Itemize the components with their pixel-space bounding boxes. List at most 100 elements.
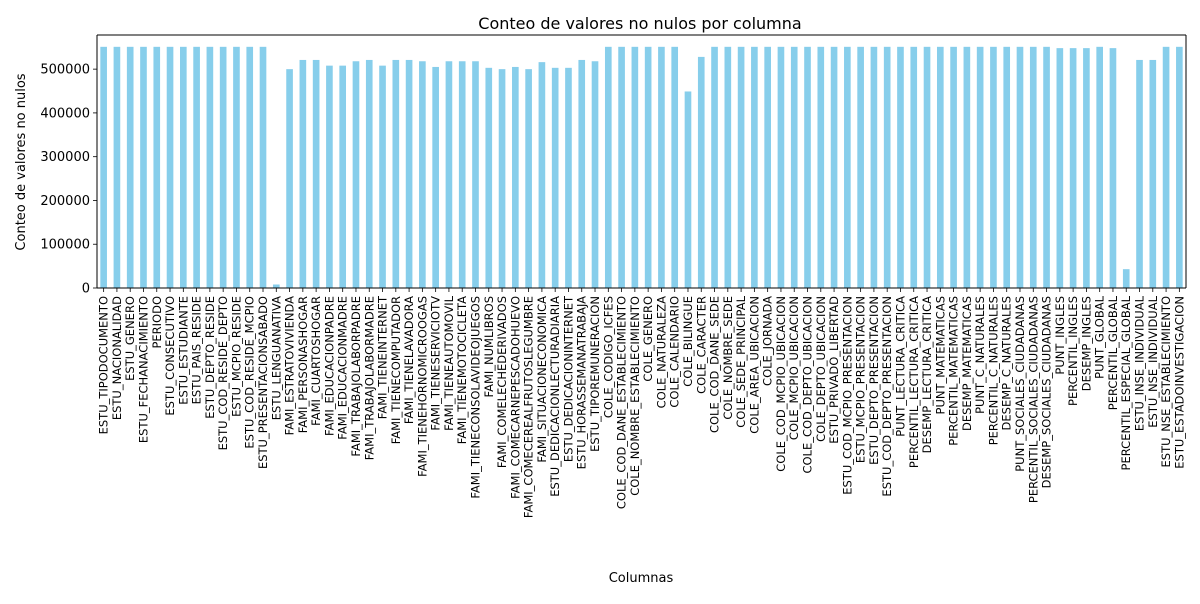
- bar: [272, 284, 280, 288]
- x-tick-label: FAMI_NUMLIBROS: [482, 296, 496, 397]
- y-axis-label: Conteo de valores no nulos: [14, 73, 29, 250]
- bar: [724, 46, 732, 288]
- x-tick-label: DESEMP_LECTURA_CRITICA: [920, 296, 934, 453]
- x-tick-label: COLE_CODIGO_ICFES: [601, 296, 615, 418]
- bar: [286, 69, 293, 288]
- x-tick-label: COLE_GENERO: [641, 296, 655, 382]
- x-tick-label: ESTU_MCPIO_PRESENTACION: [854, 296, 868, 463]
- x-axis-label: Columnas: [609, 571, 674, 586]
- x-tick-label: ESTU_TIPODOCUMENTO: [97, 296, 111, 434]
- bar: [658, 46, 665, 288]
- bar: [844, 46, 851, 288]
- x-tick-label: FAMI_PERSONASHOGAR: [296, 296, 310, 433]
- x-tick-label: FAMI_TIENELAVADORA: [402, 296, 416, 424]
- bar: [1069, 48, 1077, 288]
- bar: [1029, 46, 1037, 288]
- x-tick-label: ESTU_PAIS_RESIDE: [190, 296, 204, 404]
- x-tick-label: ESTU_DEPTO_RESIDE: [203, 296, 217, 419]
- x-tick-label: ESTU_TIPOREMUNERACION: [588, 296, 602, 452]
- bar: [299, 59, 307, 289]
- bar: [910, 46, 918, 288]
- x-tick-label: COLE_JORNADA: [761, 296, 775, 386]
- chart-title: Conteo de valores no nulos por columna: [478, 14, 801, 33]
- bar: [326, 65, 333, 288]
- bar: [405, 59, 413, 289]
- bar: [206, 46, 214, 288]
- x-axis-ticks: ESTU_TIPODOCUMENTO ESTU_NACIONALIDAD ESTU_…: [97, 288, 1186, 518]
- bar: [246, 46, 254, 288]
- bar: [644, 46, 652, 288]
- bar: [538, 62, 546, 288]
- x-tick-label: PERCENTIL_LECTURA_CRITICA: [907, 296, 921, 468]
- bar: [512, 66, 519, 288]
- x-tick-label: ESTU_COD_MCPIO_PRESENTACION: [840, 296, 854, 495]
- x-tick-label: FAMI_COMECARNEPESCADOHUEVO: [508, 296, 522, 499]
- bar: [166, 46, 174, 288]
- x-tick-label: ESTU_DEDICACIONINTERNET: [561, 295, 575, 462]
- bar: [976, 46, 984, 288]
- x-tick-label: FAMI_TRABAJOLABORMADRE: [362, 296, 376, 460]
- x-tick-label: FAMI_TIENEAUTOMOVIL: [442, 295, 456, 430]
- bar: [591, 61, 599, 289]
- x-tick-label: FAMI_EDUCACIONMADRE: [336, 296, 350, 440]
- x-tick-label: FAMI_TIENEHORNOMICROOGAS: [415, 296, 429, 477]
- x-tick-label: FAMI_TIENESERVICIOTV: [429, 296, 443, 431]
- bar: [445, 61, 453, 289]
- x-tick-label: ESTU_LENGUANATIVA: [269, 296, 283, 420]
- x-tick-label: PERCENTIL_SOCIALES_CIUDADANAS: [1026, 296, 1040, 503]
- x-tick-label: FAMI_SITUACIONECONOMICA: [535, 296, 549, 463]
- x-tick-label: COLE_CALENDARIO: [668, 296, 682, 408]
- y-tick-label: 100000: [40, 238, 90, 253]
- bar: [711, 46, 718, 288]
- x-tick-label: FAMI_TIENECONSOLAVIDEOJUEGOS: [468, 296, 482, 499]
- bar: [1016, 46, 1024, 288]
- bar: [751, 46, 758, 288]
- x-tick-label: FAMI_TIENEINTERNET: [376, 295, 390, 419]
- bar: [804, 46, 811, 288]
- x-tick-label: ESTU_HORASSEMANATRABAJA: [575, 296, 589, 469]
- bar: [472, 61, 479, 289]
- bar: [578, 59, 586, 289]
- x-tick-label: COLE_NATURALEZA: [654, 296, 668, 408]
- bar: [525, 69, 532, 288]
- bar: [764, 46, 771, 288]
- x-tick-label: PERCENTIL_ESPECIAL_GLOBAL: [1119, 295, 1133, 470]
- x-tick-label: ESTU_INSE_INDIVIDUAL: [1133, 295, 1147, 431]
- x-tick-label: PERCENTIL_MATEMATICAS: [947, 296, 961, 446]
- bar: [697, 56, 705, 288]
- bar: [180, 46, 187, 288]
- x-tick-label: FAMI_CUARTOSHOGAR: [309, 296, 323, 426]
- bar: [1162, 46, 1170, 288]
- bar: [193, 46, 200, 288]
- x-tick-label: COLE_COD_DANE_ESTABLECIMIENTO: [615, 296, 629, 509]
- x-tick-label: FAMI_COMELECHEDERIVADOS: [495, 296, 509, 468]
- bar: [684, 91, 692, 288]
- bar: [140, 46, 147, 288]
- bar: [671, 46, 679, 288]
- x-tick-label: ESTU_NACIONALIDAD: [110, 296, 124, 420]
- bar: [498, 69, 506, 288]
- bar: [219, 46, 227, 288]
- bar: [1136, 59, 1143, 289]
- x-tick-label: DESEMP_MATEMATICAS: [960, 296, 974, 431]
- x-tick-label: COLE_COD_DEPTO_UBICACION: [801, 296, 815, 474]
- x-tick-label: COLE_CARACTER: [694, 296, 708, 394]
- x-tick-label: PUNT_GLOBAL: [1093, 295, 1107, 378]
- x-tick-label: COLE_AREA_UBICACION: [747, 296, 761, 434]
- bar: [551, 67, 559, 288]
- x-tick-label: ESTU_PRIVADO_LIBERTAD: [827, 296, 841, 444]
- bar: [1176, 46, 1183, 288]
- x-tick-label: DESEMP_C_NATURALES: [1000, 296, 1014, 430]
- bar: [312, 59, 320, 289]
- x-tick-label: PUNT_MATEMATICAS: [933, 296, 947, 414]
- bar: [392, 59, 400, 289]
- bar: [365, 59, 373, 289]
- bar: [897, 46, 904, 288]
- x-tick-label: COLE_NOMBRE_ESTABLECIMIENTO: [628, 296, 642, 496]
- bars-group: [100, 46, 1183, 289]
- bar: [565, 67, 572, 288]
- x-tick-label: ESTU_MCPIO_RESIDE: [229, 296, 243, 417]
- x-tick-label: PERCENTIL_INGLES: [1066, 296, 1080, 406]
- y-tick-label: 300000: [40, 150, 90, 165]
